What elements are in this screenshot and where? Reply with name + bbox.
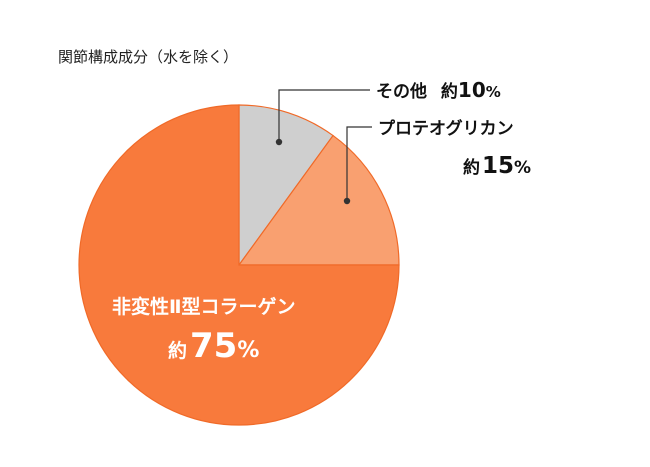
pie-slice-other bbox=[238, 104, 334, 267]
slice-name-other: その他 bbox=[376, 81, 427, 102]
leader-dot-other bbox=[275, 138, 283, 146]
slice-unit-collagen: % bbox=[237, 338, 259, 363]
pie-slice-proteoglycan bbox=[237, 134, 400, 266]
leader-line-other bbox=[278, 89, 370, 142]
leader-dot-proteoglycan bbox=[343, 197, 351, 205]
slice-prefix-collagen: 約 bbox=[168, 339, 187, 362]
slice-name-collagen: 非変性Ⅱ型コラーゲン bbox=[112, 295, 296, 318]
slice-value-collagen: 75 bbox=[190, 326, 237, 366]
slice-value-proteoglycan: 15 bbox=[482, 153, 514, 179]
slice-unit-proteoglycan: % bbox=[514, 158, 531, 178]
slice-label-other: その他 約10% bbox=[376, 78, 501, 102]
slice-value-label-collagen: 約75% bbox=[168, 326, 259, 366]
chart-title: 関節構成成分（水を除く） bbox=[58, 48, 238, 66]
slice-prefix-proteoglycan: 約 bbox=[463, 157, 480, 178]
slice-unit-other: % bbox=[486, 83, 501, 101]
pie-slice-collagen bbox=[78, 104, 400, 426]
leader-lines bbox=[278, 89, 372, 201]
slice-prefix-other: 約 bbox=[441, 81, 458, 102]
slice-value-other: 10 bbox=[458, 78, 486, 102]
slice-name-proteoglycan: プロテオグリカン bbox=[378, 118, 514, 139]
slice-value-label-proteoglycan: 約15% bbox=[463, 153, 531, 179]
pie-slices bbox=[78, 104, 400, 426]
leader-line-proteoglycan bbox=[346, 126, 372, 201]
